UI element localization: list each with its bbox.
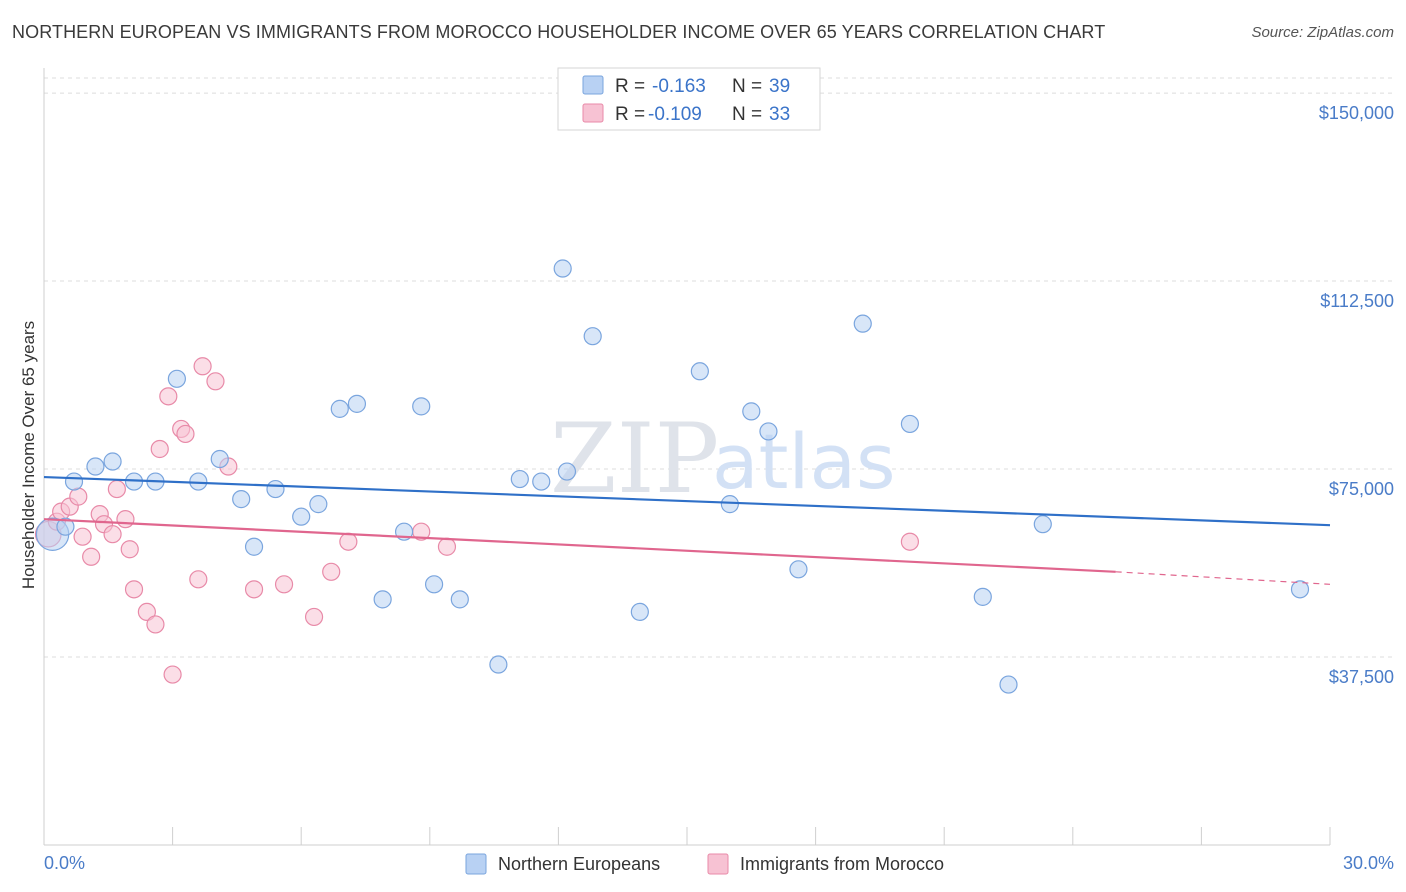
morocco-point-12: [120, 540, 139, 559]
northern-point-4: [103, 452, 122, 471]
morocco-point-11: [116, 510, 135, 529]
grid: [44, 77, 1394, 658]
y-tick-label-3: $150,000: [1319, 103, 1394, 123]
y-axis-label: Householder Income Over 65 years: [19, 321, 38, 589]
morocco-point-5: [73, 527, 92, 546]
northern-point-17: [373, 590, 392, 609]
northern-point-33: [789, 560, 808, 579]
northern-point-28: [630, 602, 649, 622]
legend-swatch-immigrants-from-morocco: [707, 853, 729, 875]
morocco-point-16: [150, 439, 169, 459]
northern-point-10: [232, 490, 251, 509]
northern-point-29: [690, 362, 709, 381]
legend-r-value-2: -0.109: [648, 104, 702, 125]
northern-point-12: [266, 479, 285, 499]
y-tick-label-1: $75,000: [1329, 479, 1394, 499]
legend-swatch-blue: [582, 75, 604, 95]
y-tick-label-2: $112,500: [1320, 291, 1394, 311]
morocco-point-28: [322, 562, 341, 581]
morocco-point-18: [163, 665, 182, 684]
morocco-point-32: [900, 532, 920, 551]
morocco-point-13: [124, 580, 144, 599]
legend-r-label-1: R =: [615, 76, 645, 97]
northern-point-22: [489, 655, 508, 674]
northern-point-39: [1290, 580, 1310, 599]
morocco-point-9: [103, 525, 122, 544]
northern-point-32: [759, 422, 778, 441]
northern-point-34: [853, 314, 872, 333]
northern-point-24: [532, 472, 551, 491]
northern-point-20: [424, 575, 444, 594]
stats-legend: R = -0.163 N = 39 R = -0.109 N = 33: [557, 67, 821, 131]
morocco-point-15: [146, 615, 165, 634]
northern-point-15: [330, 399, 349, 418]
northern-point-7: [167, 369, 186, 388]
x-tick-label-max: 30.0%: [1343, 853, 1394, 873]
northern-point-2: [64, 472, 84, 491]
northern-point-23: [510, 469, 529, 489]
watermark: ZIP atlas: [550, 403, 896, 515]
northern-point-21: [450, 590, 469, 609]
morocco-point-17: [159, 387, 178, 406]
trend-line-immigrants-from-morocco-extension: [1115, 571, 1331, 585]
northern-point-11: [244, 537, 264, 556]
northern-point-16: [347, 394, 367, 413]
northern-point-37: [999, 675, 1018, 694]
northern-point-25: [553, 259, 572, 278]
northern-point-36: [973, 587, 992, 606]
northern-point-19: [412, 397, 431, 416]
x-ticks: [43, 827, 1331, 845]
trend-line-northern-europeans: [43, 475, 1331, 527]
morocco-point-31: [437, 537, 457, 556]
northern-point-1: [56, 517, 75, 536]
watermark-atlas: atlas: [712, 417, 896, 506]
y-tick-labels: $37,500 $75,000 $112,500 $150,000: [1319, 103, 1394, 687]
x-tick-label-min: 0.0%: [44, 853, 85, 873]
morocco-point-4: [69, 487, 88, 506]
legend-n-value-1: 39: [769, 76, 790, 97]
chart-title: NORTHERN EUROPEAN VS IMMIGRANTS FROM MOR…: [12, 22, 1106, 42]
northern-point-31: [742, 402, 761, 421]
morocco-point-20: [176, 424, 195, 444]
legend-label-immigrants-from-morocco: Immigrants from Morocco: [740, 854, 944, 874]
morocco-point-29: [339, 532, 358, 551]
morocco-point-14: [137, 602, 156, 622]
morocco-point-26: [274, 575, 294, 594]
morocco-point-6: [82, 547, 101, 566]
northern-point-9: [210, 449, 229, 469]
northern-point-14: [309, 495, 328, 514]
y-tick-label-0: $37,500: [1329, 667, 1394, 687]
legend-r-value-1: -0.163: [652, 76, 706, 97]
legend-label-northern-europeans: Northern Europeans: [498, 854, 660, 874]
trend-line-immigrants-from-morocco: [43, 518, 1116, 573]
series-legend: Northern Europeans Immigrants from Moroc…: [465, 853, 944, 875]
northern-point-30: [720, 495, 739, 514]
legend-swatch-northern-europeans: [465, 853, 487, 875]
northern-point-27: [583, 327, 602, 346]
northern-point-26: [557, 462, 577, 481]
source-credit: Source: ZipAtlas.com: [1251, 24, 1394, 41]
trend-lines: [43, 475, 1331, 585]
legend-n-label-1: N =: [732, 76, 762, 97]
northern-point-3: [86, 457, 105, 476]
legend-n-value-2: 33: [769, 104, 790, 125]
northern-point-13: [292, 507, 311, 526]
northern-point-38: [1033, 515, 1052, 534]
northern-point-35: [900, 414, 920, 434]
morocco-point-25: [244, 580, 264, 599]
legend-swatch-pink: [582, 103, 604, 123]
morocco-point-22: [193, 357, 212, 376]
morocco-point-27: [304, 607, 324, 627]
legend-n-label-2: N =: [732, 104, 762, 125]
series-northern-europeans: [35, 259, 1310, 694]
series-immigrants-from-morocco: [34, 357, 920, 684]
morocco-point-23: [206, 372, 225, 391]
morocco-point-10: [107, 479, 126, 499]
morocco-point-21: [189, 570, 208, 589]
legend-r-label-2: R =: [615, 104, 645, 125]
